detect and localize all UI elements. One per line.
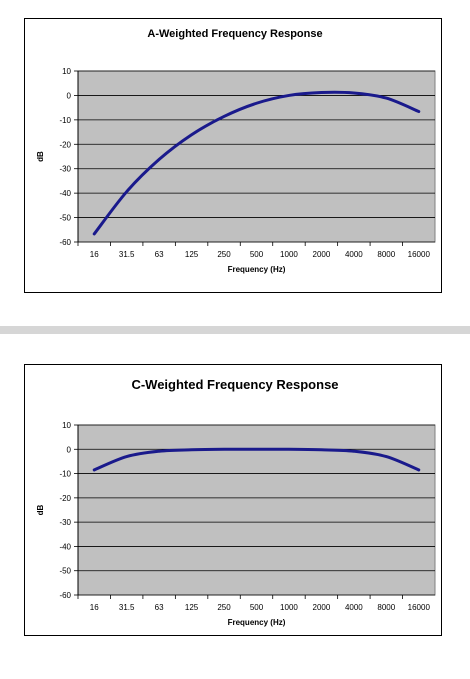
x-tick-label: 63	[155, 603, 164, 612]
x-tick-label: 16000	[408, 250, 431, 259]
x-tick-label: 250	[217, 250, 231, 259]
x-tick-label: 16	[90, 603, 99, 612]
x-tick-label: 16000	[408, 603, 431, 612]
chart-title: C-Weighted Frequency Response	[131, 377, 338, 392]
x-tick-label: 500	[250, 603, 264, 612]
c-weighted-chart-svg: C-Weighted Frequency Response 10 0 -10 -20 -3…	[36, 377, 436, 627]
y-tick-label: -60	[59, 238, 71, 247]
y-tick-label: -50	[59, 214, 71, 223]
x-tick-label: 125	[185, 250, 199, 259]
y-tick-label: -40	[59, 189, 71, 198]
x-tick-label: 31.5	[119, 250, 135, 259]
x-tick-label: 4000	[345, 603, 363, 612]
y-tick-label: -30	[59, 165, 71, 174]
x-tick-label: 2000	[313, 603, 331, 612]
chart-title: A-Weighted Frequency Response	[147, 28, 322, 40]
x-tick-label: 31.5	[119, 603, 135, 612]
y-axis-label: dB	[36, 504, 45, 515]
a-weighted-chart-svg: A-Weighted Frequency Response 10 0 -10 -20 -3…	[36, 28, 436, 274]
x-tick-label: 8000	[377, 603, 395, 612]
x-tick-label: 4000	[345, 250, 363, 259]
a-weighted-chart: A-Weighted Frequency Response 10 0 -10 -20 -3…	[24, 18, 442, 293]
x-tick-label: 1000	[280, 250, 298, 259]
x-axis-label: Frequency (Hz)	[228, 265, 286, 274]
y-axis-label: dB	[36, 151, 45, 162]
plot-area	[77, 70, 436, 243]
y-tick-label: -10	[59, 116, 71, 125]
x-tick-label: 8000	[377, 250, 395, 259]
section-divider	[0, 326, 470, 334]
y-tick-label: -20	[59, 140, 71, 149]
x-axis-label: Frequency (Hz)	[228, 618, 286, 627]
y-tick-label: -40	[59, 542, 71, 551]
y-tick-label: 0	[67, 91, 72, 100]
y-tick-label: 0	[67, 445, 72, 454]
x-tick-label: 2000	[313, 250, 331, 259]
y-tick-label: 10	[62, 67, 71, 76]
x-tick-label: 16	[90, 250, 99, 259]
y-tick-label: -60	[59, 591, 71, 600]
y-tick-label: -50	[59, 567, 71, 576]
x-tick-label: 1000	[280, 603, 298, 612]
x-tick-label: 500	[250, 250, 264, 259]
y-tick-label: 10	[62, 421, 71, 430]
c-weighted-chart: C-Weighted Frequency Response 10 0 -10 -20 -3…	[24, 364, 442, 636]
y-tick-label: -20	[59, 494, 71, 503]
y-tick-label: -10	[59, 470, 71, 479]
x-tick-label: 125	[185, 603, 199, 612]
x-tick-label: 250	[217, 603, 231, 612]
y-tick-label: -30	[59, 518, 71, 527]
x-tick-label: 63	[155, 250, 164, 259]
